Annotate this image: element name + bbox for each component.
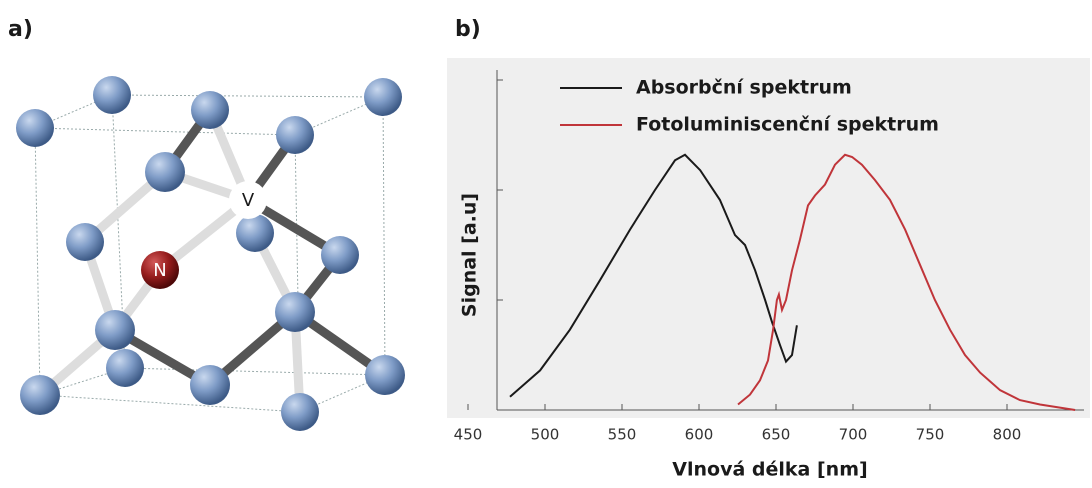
legend-label: Fotoluminiscenční spektrum: [636, 114, 939, 136]
panel-label: a): [8, 17, 33, 42]
legend-label: Absorbční spektrum: [636, 77, 852, 99]
plot-background: [447, 58, 1090, 418]
atom-label: V: [242, 190, 255, 211]
x-tick-label: 600: [685, 426, 714, 444]
x-tick-label: 700: [839, 426, 868, 444]
x-tick-label: 650: [762, 426, 791, 444]
x-axis-title: Vlnová délka [nm]: [672, 459, 867, 481]
y-axis-title: Signal [a.u]: [459, 193, 481, 317]
x-tick-label: 500: [531, 426, 560, 444]
figure: a) b) N V 45050055060: [0, 0, 1092, 488]
x-tick-label: 800: [993, 426, 1022, 444]
atom-label: N: [153, 260, 166, 281]
x-tick-label: 750: [916, 426, 945, 444]
atoms: [16, 76, 405, 431]
panel-label: b): [455, 17, 481, 42]
x-tick-label: 450: [454, 426, 483, 444]
x-tick-label: 550: [608, 426, 637, 444]
